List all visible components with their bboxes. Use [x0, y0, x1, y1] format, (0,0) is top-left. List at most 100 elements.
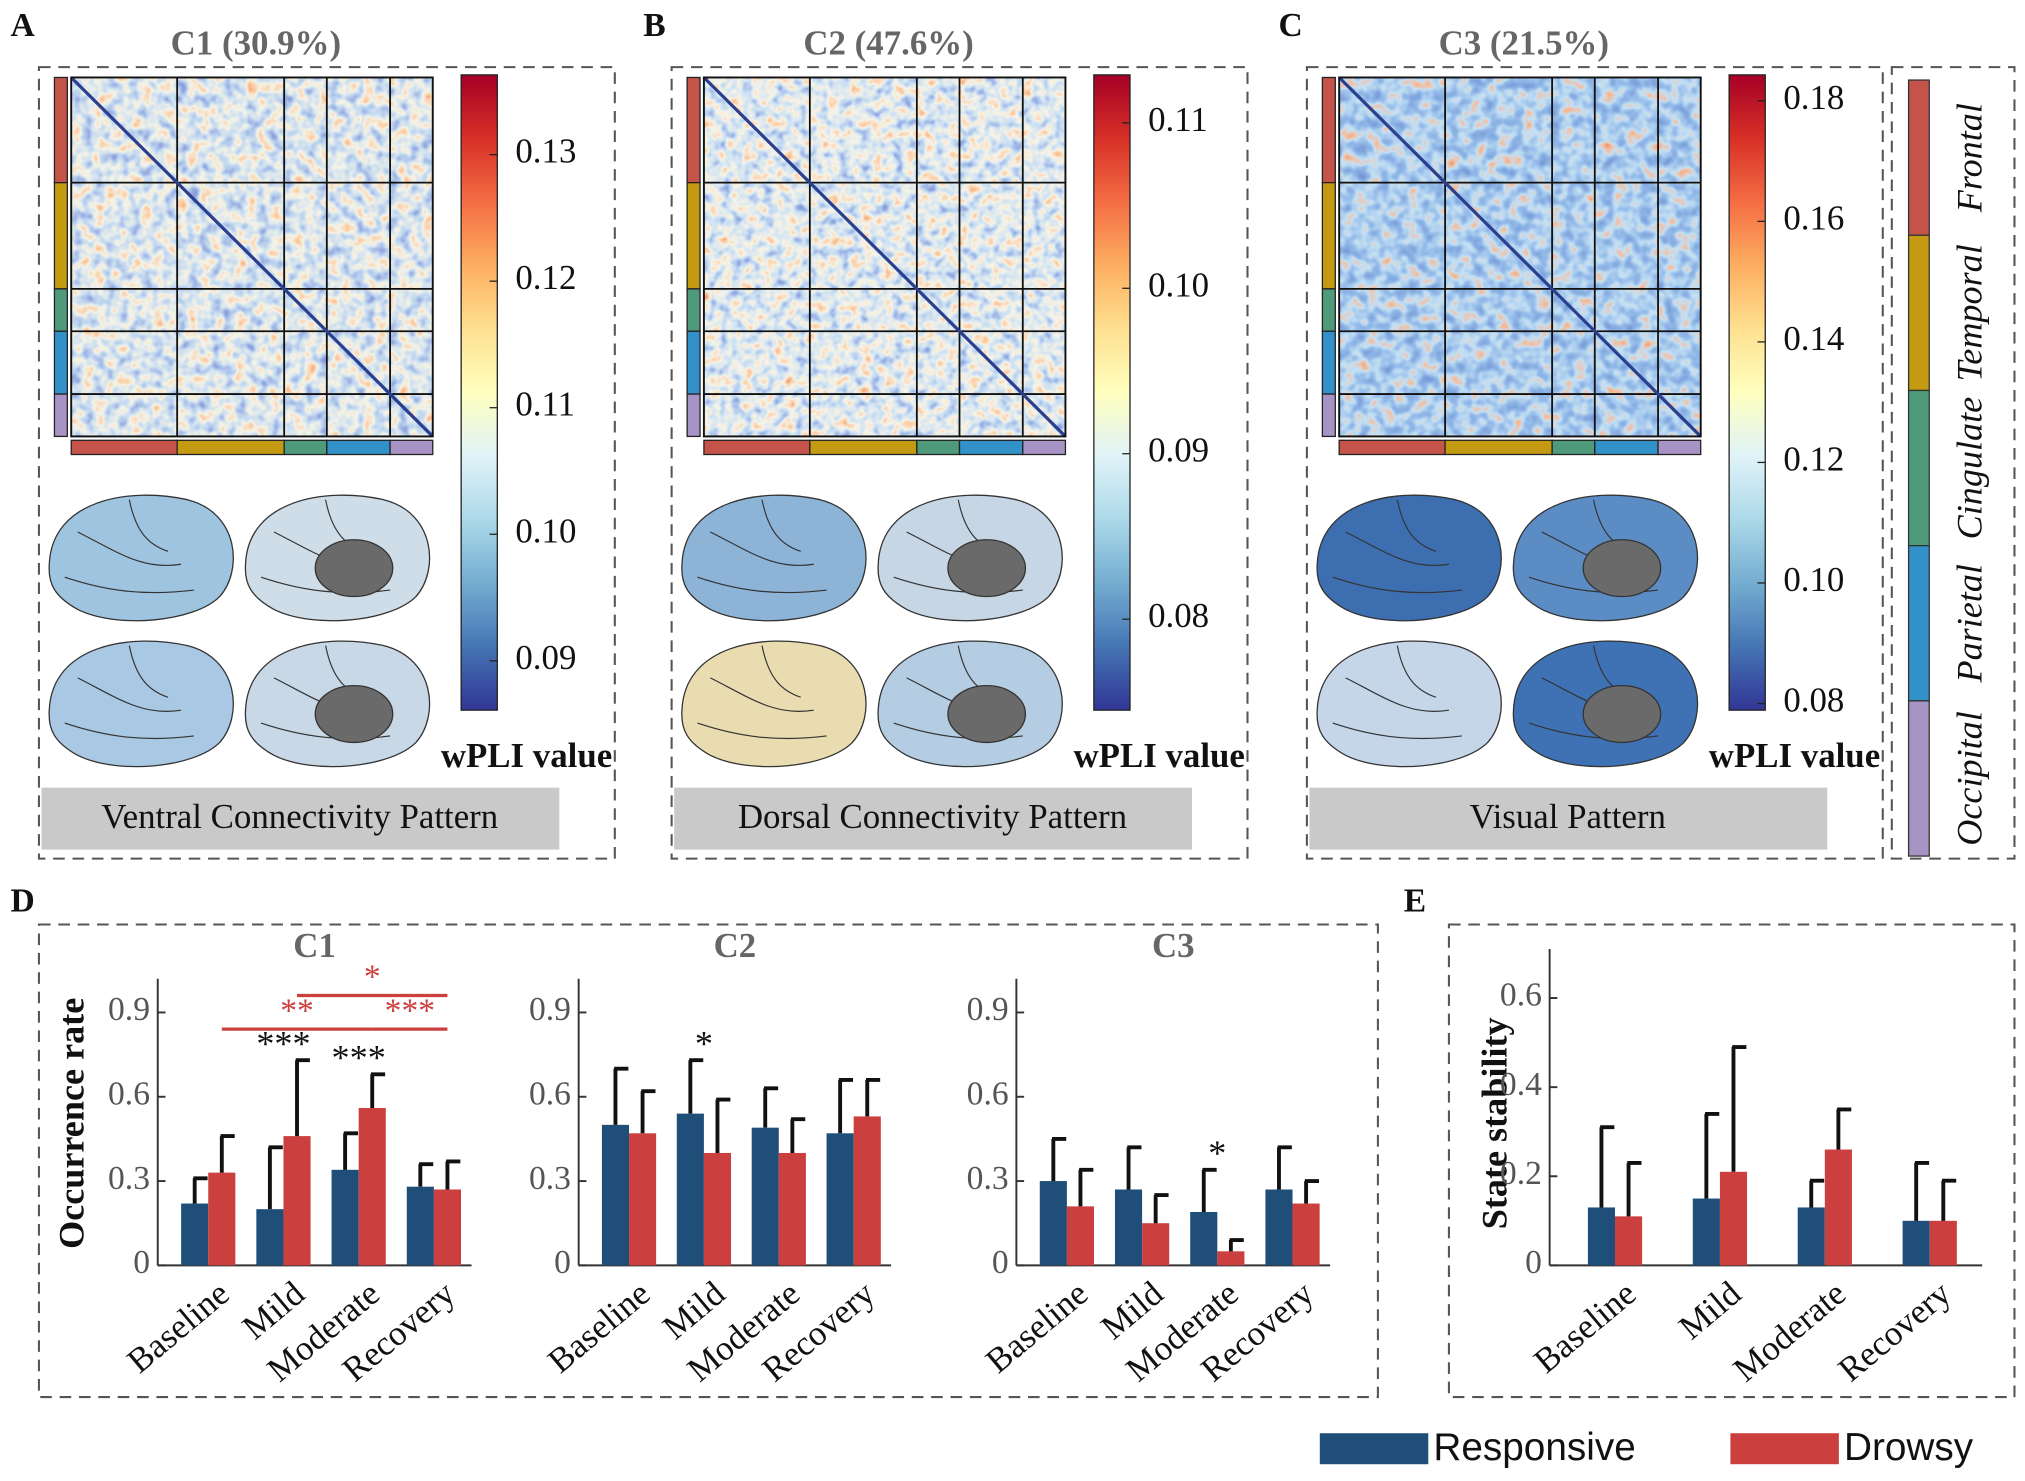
panel-letter: E: [1404, 883, 1426, 920]
error-bar: [370, 1072, 386, 1108]
bar: [778, 1152, 806, 1266]
y-tick-label: 0.4: [1500, 1066, 1542, 1103]
caption: Dorsal Connectivity Pattern: [738, 797, 1127, 836]
significance-mark: *: [695, 1024, 713, 1064]
comparison-label: **: [280, 992, 314, 1029]
region-legend-swatch: [1907, 700, 1930, 857]
region-legend-swatch: [1907, 389, 1930, 547]
colorbar-tick-label: 0.09: [515, 638, 576, 677]
region-bar: [1022, 439, 1067, 456]
brain-outline: [1316, 640, 1502, 768]
panel-title: C2 (47.6%): [803, 23, 973, 62]
error-bar: [640, 1089, 656, 1134]
matrix-frame: [70, 76, 434, 438]
region-bar: [53, 181, 68, 290]
colorbar-tick-label: 0.13: [515, 132, 576, 171]
y-tick-label: 0: [133, 1244, 150, 1281]
bar: [1824, 1149, 1852, 1266]
region-legend-swatch: [1907, 79, 1930, 236]
region-bar: [1657, 439, 1702, 456]
subplot-title: C3: [1152, 926, 1195, 965]
colorbar-tick-label: 0.08: [1783, 681, 1844, 720]
error-bar: [1277, 1145, 1292, 1190]
bar: [1142, 1223, 1170, 1266]
colorbar-tick-label: 0.09: [1148, 431, 1209, 470]
error-bar: [418, 1162, 434, 1187]
caption: Ventral Connectivity Pattern: [101, 797, 498, 836]
error-bar: [763, 1086, 779, 1128]
panel-box: [37, 66, 616, 860]
region-bar: [53, 393, 68, 438]
subplot-title: C1: [293, 926, 336, 965]
region-legend-label: Temporal: [1949, 244, 1989, 381]
panel-title: C1 (30.9%): [171, 23, 341, 62]
region-bar: [70, 439, 178, 456]
bar: [751, 1127, 779, 1266]
colorbar-label: wPLI value: [1709, 736, 1880, 775]
brain-medial-core: [947, 684, 1027, 744]
colorbar-tick-label: 0.10: [1148, 265, 1209, 304]
region-bar: [326, 439, 391, 456]
bar: [1929, 1220, 1957, 1266]
bar: [433, 1189, 461, 1266]
error-bar: [219, 1134, 235, 1173]
bar: [853, 1116, 881, 1266]
bar: [826, 1133, 854, 1266]
colorbar-tick-label: 0.11: [515, 385, 575, 424]
brain-medial-core: [947, 539, 1027, 598]
error-bar: [838, 1077, 854, 1134]
bar: [629, 1133, 657, 1266]
y-axis-label: State stability: [1474, 1017, 1514, 1229]
region-bar: [703, 439, 811, 456]
bar: [676, 1113, 704, 1266]
y-tick-label: 0.2: [1500, 1155, 1542, 1192]
region-bar: [1551, 439, 1596, 456]
panel-box: [1890, 66, 2016, 860]
colorbar-tick-label: 0.16: [1783, 198, 1844, 237]
panel-letter: D: [11, 883, 35, 920]
y-tick-label: 0.6: [529, 1075, 571, 1112]
bar: [1265, 1189, 1293, 1266]
y-tick-label: 0.3: [108, 1160, 150, 1197]
bar: [1692, 1198, 1720, 1266]
x-tick-label: Moderate: [1726, 1274, 1853, 1390]
bar: [1190, 1211, 1218, 1266]
y-tick-label: 0.3: [529, 1160, 571, 1197]
colorbar-tick-label: 0.14: [1783, 319, 1844, 358]
caption-box: [1309, 787, 1828, 850]
brain-medial-core: [1582, 684, 1662, 744]
brain-outline: [681, 640, 867, 768]
brain-medial-core: [314, 539, 394, 598]
region-bar: [53, 288, 68, 332]
colorbar-tick-label: 0.12: [1783, 439, 1844, 478]
brain-sulcus: [64, 499, 194, 594]
colorbar-tick-label: 0.18: [1783, 78, 1844, 117]
region-bar: [1321, 181, 1336, 290]
matrix-diagonal: [70, 76, 434, 438]
matrix-frame: [702, 76, 1067, 438]
region-legend-swatch: [1907, 545, 1930, 702]
panel-letter: C: [1278, 7, 1302, 44]
brain-outline: [48, 494, 234, 622]
region-legend-label: Occipital: [1949, 711, 1989, 846]
region-bar: [1338, 439, 1446, 456]
bar: [1217, 1251, 1245, 1266]
y-tick-label: 0.9: [108, 991, 150, 1028]
x-tick-label: Mild: [1671, 1274, 1748, 1347]
legend-label: Drowsy: [1844, 1426, 1974, 1469]
bar: [1066, 1206, 1095, 1266]
colorbar: [1728, 74, 1766, 711]
brain-sulcus: [1332, 645, 1462, 740]
region-legend-label: Parietal: [1949, 564, 1989, 683]
bar: [1039, 1181, 1067, 1266]
legend-swatch: [1319, 1433, 1429, 1465]
error-bar: [192, 1176, 208, 1204]
bar: [406, 1186, 434, 1266]
bar: [601, 1124, 630, 1266]
legend-swatch: [1730, 1433, 1839, 1465]
error-bar: [715, 1097, 731, 1153]
region-bar: [686, 393, 701, 438]
error-bar: [1626, 1160, 1642, 1217]
region-bar: [916, 439, 961, 456]
